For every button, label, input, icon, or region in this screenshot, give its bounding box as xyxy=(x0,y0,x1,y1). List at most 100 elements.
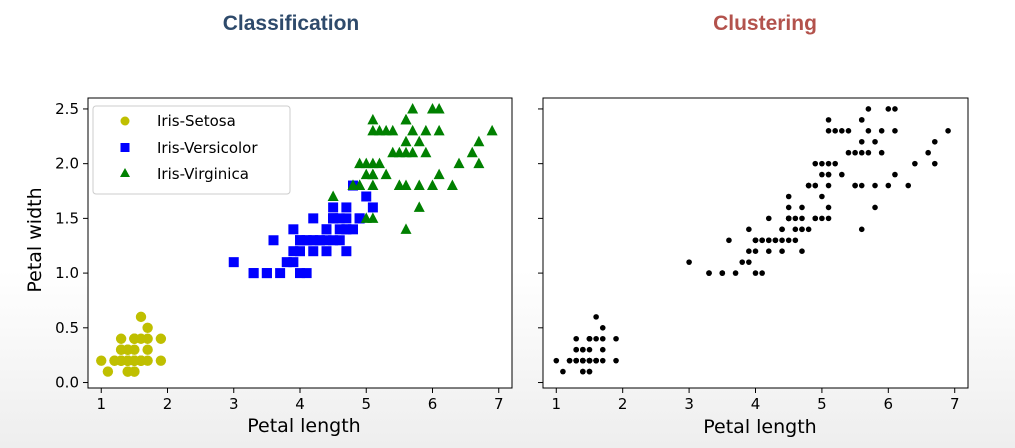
cluster-point xyxy=(593,314,599,320)
cluster-point xyxy=(878,128,885,134)
cluster-point xyxy=(599,325,606,331)
virginica-point xyxy=(420,146,432,158)
svg-text:Petal length: Petal length xyxy=(703,416,816,438)
left-x-tick-label: 3 xyxy=(229,395,239,413)
cluster-point xyxy=(925,149,931,156)
right-x-tick-label: 6 xyxy=(884,395,894,413)
virginica-point xyxy=(367,113,379,125)
cluster-point xyxy=(560,368,566,375)
right-x-tick-label: 2 xyxy=(618,395,628,413)
cluster-point xyxy=(825,204,832,211)
left-y-tick-label: 0.0 xyxy=(55,374,79,392)
cluster-point xyxy=(825,117,832,123)
cluster-point xyxy=(858,117,865,123)
legend-label-virginica: Iris-Virginica xyxy=(157,165,249,183)
cluster-point xyxy=(825,182,832,189)
cluster-point xyxy=(599,346,606,353)
cluster-point xyxy=(779,237,785,244)
cluster-point xyxy=(586,368,593,375)
cluster-point xyxy=(805,182,812,189)
setosa-point xyxy=(122,366,133,377)
versicolor-point xyxy=(288,246,299,257)
versicolor-point xyxy=(248,268,259,279)
virginica-point xyxy=(400,146,412,158)
virginica-point xyxy=(427,179,438,191)
cluster-point xyxy=(825,128,832,134)
cluster-point xyxy=(706,270,712,276)
left-x-tick-label: 5 xyxy=(361,395,371,413)
versicolor-point xyxy=(268,235,279,246)
y-axis-label: Petal width xyxy=(24,187,46,292)
cluster-point xyxy=(885,182,892,189)
cluster-point xyxy=(792,226,799,233)
clustering-plot: 1 2 3 4 5 6 7 xyxy=(538,97,969,413)
cluster-point xyxy=(832,160,838,167)
cluster-point xyxy=(553,357,560,364)
cluster-point xyxy=(586,335,593,342)
classification-plot: 1 2 3 4 5 6 7 0.0 0.5 1.0 1.5 2.0 2.5 xyxy=(55,97,513,413)
cluster-point xyxy=(799,204,805,211)
cluster-point xyxy=(858,149,865,156)
versicolor-point xyxy=(334,235,345,246)
cluster-point xyxy=(858,226,865,233)
virginica-point xyxy=(453,157,465,169)
left-y-tick-label: 1.5 xyxy=(55,209,79,227)
versicolor-point xyxy=(275,268,286,279)
virginica-point xyxy=(354,157,366,169)
cluster-point xyxy=(580,357,586,364)
virginica-point xyxy=(380,168,392,180)
legend-label-setosa: Iris-Setosa xyxy=(157,112,236,130)
cluster-point xyxy=(573,335,580,342)
virginica-point xyxy=(387,124,399,136)
virginica-point xyxy=(413,179,425,191)
cluster-point xyxy=(613,357,619,364)
setosa-point xyxy=(155,355,167,366)
versicolor-point xyxy=(341,213,352,224)
cluster-point xyxy=(839,171,845,178)
cluster-point xyxy=(586,346,593,353)
cluster-point xyxy=(792,237,799,244)
virginica-point xyxy=(433,168,445,180)
versicolor-point xyxy=(301,268,312,279)
left-x-tick-label: 6 xyxy=(428,395,438,413)
virginica-point xyxy=(400,113,412,125)
setosa-point xyxy=(155,333,167,344)
cluster-point xyxy=(872,182,878,189)
cluster-point xyxy=(805,226,812,233)
virginica-point xyxy=(446,179,458,191)
setosa-point xyxy=(96,355,107,366)
setosa-point xyxy=(142,322,153,334)
virginica-point xyxy=(407,124,419,136)
versicolor-point xyxy=(328,213,339,224)
virginica-point xyxy=(433,124,445,136)
versicolor-point xyxy=(334,213,345,224)
versicolor-point xyxy=(261,268,272,279)
virginica-point xyxy=(387,146,399,158)
cluster-point xyxy=(573,346,580,353)
cluster-point xyxy=(799,248,805,255)
versicolor-point xyxy=(228,257,239,268)
versicolor-point xyxy=(367,202,378,213)
versicolor-point xyxy=(288,224,299,235)
left-x-tick-label: 4 xyxy=(295,395,305,413)
legend-marker-setosa xyxy=(120,116,130,126)
right-x-tick-label: 1 xyxy=(552,395,562,413)
virginica-point xyxy=(413,201,425,212)
virginica-point xyxy=(327,190,339,201)
versicolor-point xyxy=(295,235,305,246)
cluster-point xyxy=(945,128,951,134)
cluster-point xyxy=(872,204,878,211)
cluster-point xyxy=(812,182,819,189)
versicolor-point xyxy=(341,224,352,235)
cluster-point xyxy=(799,226,805,233)
cluster-point xyxy=(832,128,838,134)
cluster-point xyxy=(845,128,852,134)
cluster-point xyxy=(892,106,898,112)
cluster-point xyxy=(752,270,759,276)
setosa-point xyxy=(122,344,133,355)
virginica-point xyxy=(400,135,412,147)
virginica-point xyxy=(367,179,379,191)
svg-text:Petal length: Petal length xyxy=(247,415,360,437)
right-x-tick-label: 5 xyxy=(817,395,827,413)
virginica-point xyxy=(433,102,445,114)
